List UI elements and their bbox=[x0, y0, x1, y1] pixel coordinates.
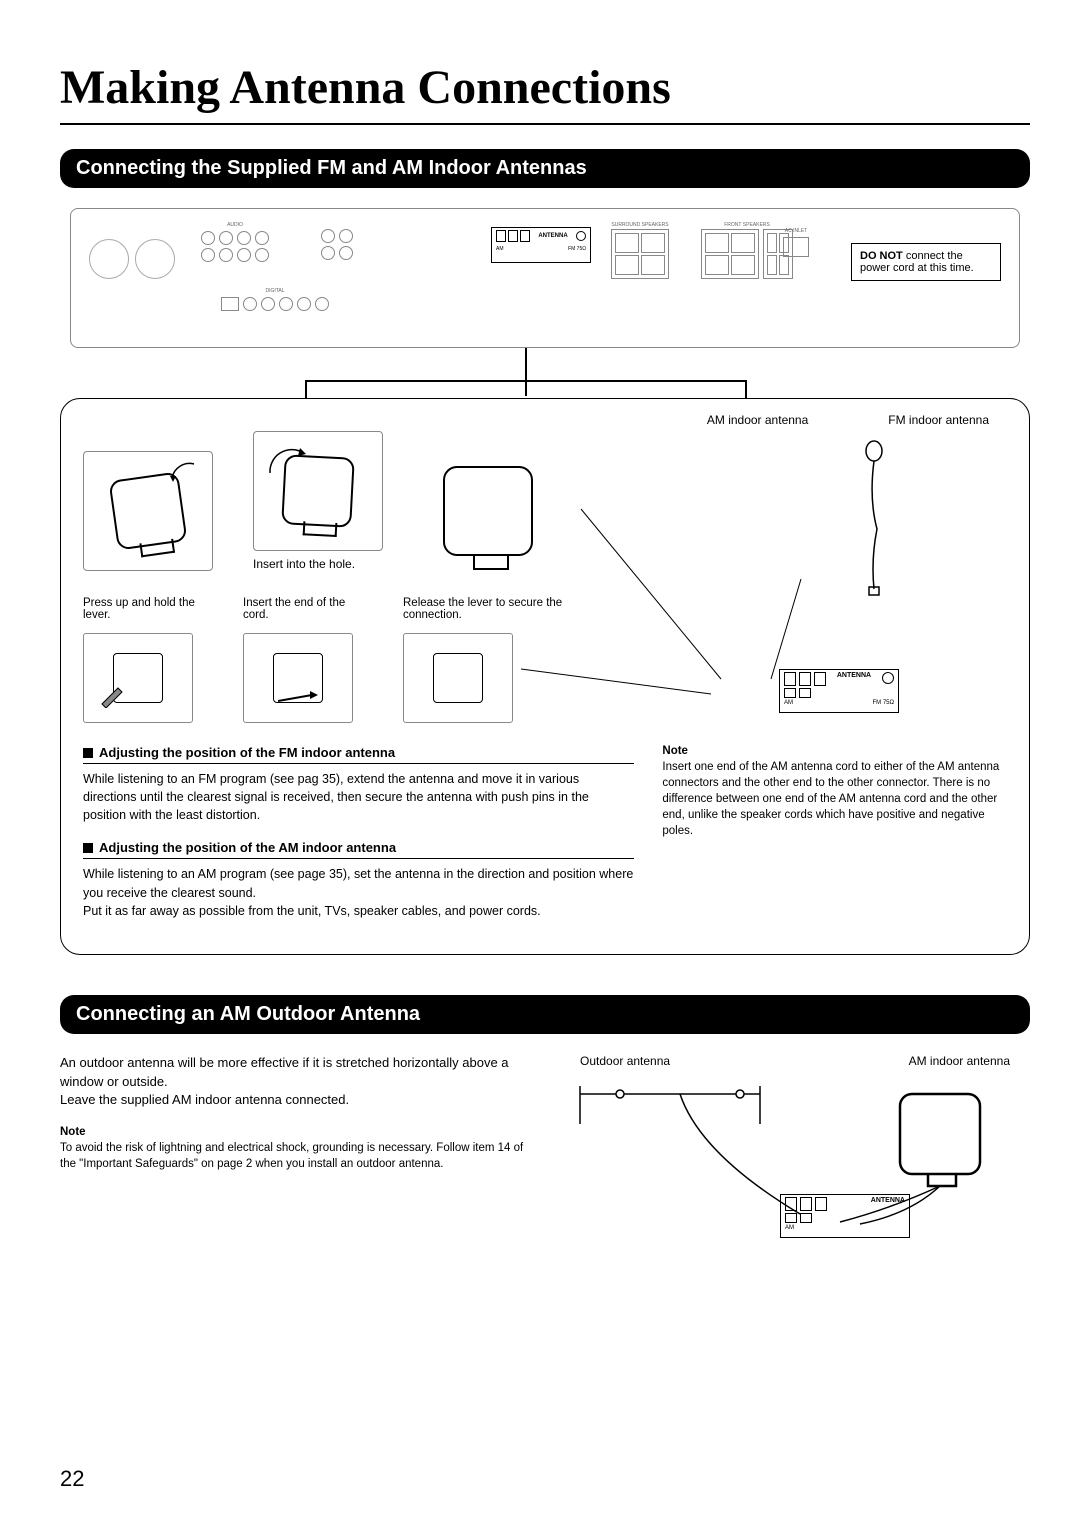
assemble-illus-2 bbox=[253, 431, 383, 551]
antenna-text: ANTENNA bbox=[538, 233, 567, 239]
section2-body: An outdoor antenna will be more effectiv… bbox=[60, 1054, 530, 1111]
page-number: 22 bbox=[60, 1466, 84, 1492]
am-label: AM bbox=[496, 246, 504, 252]
fm-indoor-label: FM indoor antenna bbox=[888, 413, 989, 427]
section1-header: Connecting the Supplied FM and AM Indoor… bbox=[60, 149, 1030, 188]
sub1-title: Adjusting the position of the FM indoor … bbox=[99, 745, 395, 760]
mini-antenna-label: ANTENNA bbox=[837, 672, 871, 679]
surround-speaker-block bbox=[611, 229, 669, 279]
section2-note-body: To avoid the risk of lightning and elect… bbox=[60, 1140, 530, 1172]
instruction-box: AM indoor antenna FM indoor antenna Inse… bbox=[60, 398, 1030, 955]
connection-lines bbox=[461, 449, 821, 709]
page-title: Making Antenna Connections bbox=[60, 60, 1030, 125]
section2-header: Connecting an AM Outdoor Antenna bbox=[60, 995, 1030, 1034]
sub2-heading: Adjusting the position of the AM indoor … bbox=[83, 840, 634, 859]
sub1-heading: Adjusting the position of the FM indoor … bbox=[83, 745, 634, 764]
sub1-body: While listening to an FM program (see pa… bbox=[83, 770, 634, 824]
mini-fm: FM 75Ω bbox=[873, 700, 895, 706]
insert-hole-caption: Insert into the hole. bbox=[253, 557, 383, 571]
mini-antenna-label-2: ANTENNA bbox=[871, 1197, 905, 1204]
mini-am: AM bbox=[784, 700, 793, 706]
note-label: Note bbox=[662, 745, 1007, 757]
outdoor-antenna-label: Outdoor antenna bbox=[580, 1054, 670, 1068]
am-indoor-label-2: AM indoor antenna bbox=[909, 1054, 1010, 1068]
square-bullet-icon bbox=[83, 843, 93, 853]
antenna-terminal-box: ANTENNA AM FM 75Ω bbox=[491, 227, 591, 263]
note-body: Insert one end of the AM antenna cord to… bbox=[662, 759, 1007, 839]
rear-panel-diagram: AUDIO DIGITAL ANTENNA bbox=[70, 208, 1020, 348]
ac-label: AC INLET bbox=[783, 229, 809, 235]
am-indoor-label: AM indoor antenna bbox=[707, 413, 808, 427]
warning-bold: DO NOT bbox=[860, 250, 903, 262]
step2-caption: Insert the end of the cord. bbox=[243, 597, 373, 627]
section2-note-label: Note bbox=[60, 1126, 530, 1138]
square-bullet-icon bbox=[83, 748, 93, 758]
mini-antenna-box-2: ANTENNA AM bbox=[780, 1194, 910, 1238]
mini-am-2: AM bbox=[785, 1225, 794, 1231]
sub2-body: While listening to an AM program (see pa… bbox=[83, 865, 634, 919]
audio-label: AUDIO bbox=[201, 223, 269, 229]
surround-label: SURROUND SPEAKERS bbox=[611, 223, 669, 229]
sub2-title: Adjusting the position of the AM indoor … bbox=[99, 840, 396, 855]
fm-label: FM 75Ω bbox=[568, 246, 586, 252]
power-warning-box: DO NOT connect the power cord at this ti… bbox=[851, 243, 1001, 281]
step2-illus bbox=[243, 633, 353, 723]
digital-label: DIGITAL bbox=[221, 289, 329, 295]
fm-wire-illus bbox=[829, 439, 919, 599]
mini-antenna-box: ANTENNA AM FM 75Ω bbox=[779, 669, 899, 713]
step1-caption: Press up and hold the lever. bbox=[83, 597, 213, 627]
step1-illus bbox=[83, 633, 193, 723]
front-speaker-block bbox=[701, 229, 759, 279]
assemble-illus-1 bbox=[83, 451, 213, 571]
